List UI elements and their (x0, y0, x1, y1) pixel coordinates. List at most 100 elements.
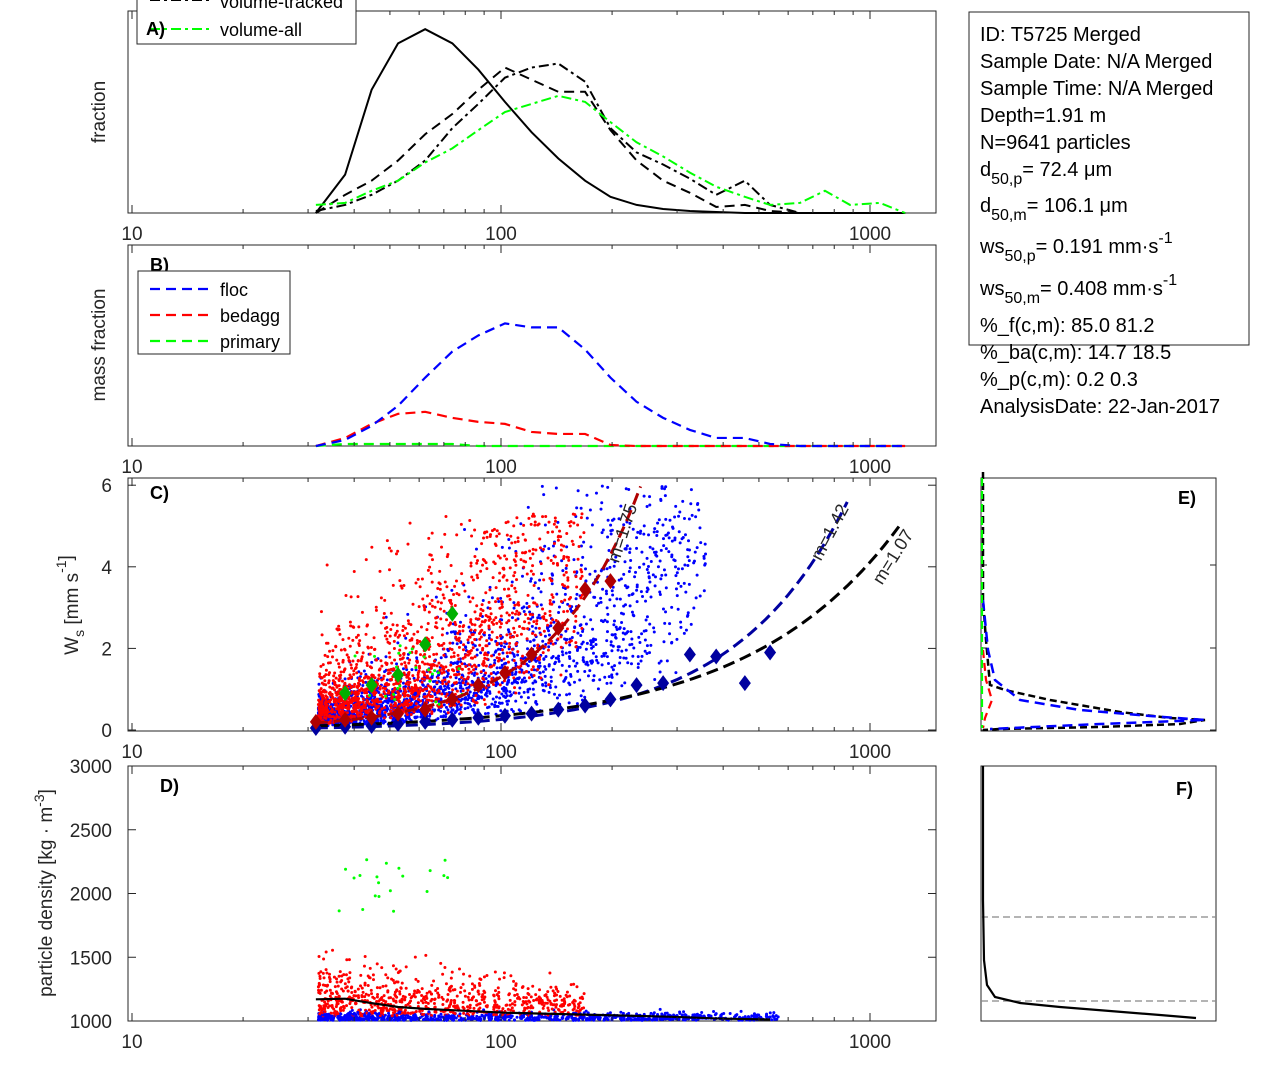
bedagg-point (364, 704, 367, 707)
floc-point (606, 620, 609, 623)
floc-point (650, 560, 653, 563)
floc-point (499, 709, 502, 712)
floc-point (541, 683, 544, 686)
floc-point (565, 545, 568, 548)
floc-point (544, 655, 547, 658)
floc-point (611, 589, 614, 592)
bedagg-point (327, 673, 330, 676)
bedagg-point (476, 559, 479, 562)
bedagg-point (337, 662, 340, 665)
bedagg-point (334, 985, 337, 988)
bedagg-point (449, 621, 452, 624)
bedagg-point (574, 615, 577, 618)
floc-point (558, 606, 561, 609)
bedagg-point (429, 999, 432, 1002)
floc-point (384, 720, 387, 723)
bedagg-point (317, 991, 320, 994)
floc-point (477, 664, 480, 667)
bedagg-point (390, 549, 393, 552)
floc-point (564, 676, 567, 679)
floc-point (641, 595, 644, 598)
floc-point (345, 1018, 348, 1021)
floc-point (464, 614, 467, 617)
bedagg-point (481, 677, 484, 680)
floc-point (511, 616, 514, 619)
bedagg-point (578, 545, 581, 548)
floc-point (608, 598, 611, 601)
bedagg-point (474, 655, 477, 658)
bedagg-point (324, 703, 327, 706)
bedagg-point (355, 671, 358, 674)
bedagg-point (508, 642, 511, 645)
bedagg-point (410, 638, 413, 641)
floc-point (499, 597, 502, 600)
bedagg-point (467, 682, 470, 685)
floc-point (592, 652, 595, 655)
floc-point (498, 1015, 501, 1018)
bedagg-point (415, 651, 418, 654)
bedagg-point (469, 621, 472, 624)
bedagg-point (498, 691, 501, 694)
bedagg-point (525, 670, 528, 673)
bedagg-point (572, 1008, 575, 1011)
bedagg-point (531, 564, 534, 567)
floc-point (589, 545, 592, 548)
floc-point (648, 651, 651, 654)
floc-point (699, 595, 702, 598)
bedagg-point (531, 515, 534, 518)
bedagg-point (549, 599, 552, 602)
bedagg-point (512, 980, 515, 983)
floc-point (370, 661, 373, 664)
bedagg-point (350, 985, 353, 988)
bedagg-point (553, 999, 556, 1002)
bedagg-point (402, 584, 405, 587)
floc-point (547, 547, 550, 550)
bedagg-point (333, 700, 336, 703)
bedagg-point (386, 976, 389, 979)
floc-point (439, 1019, 442, 1022)
bedagg-point (458, 967, 461, 970)
bedagg-point (317, 699, 320, 702)
floc-point (544, 668, 547, 671)
floc-point (658, 590, 661, 593)
floc-point (659, 559, 662, 562)
bedagg-point (472, 668, 475, 671)
bedagg-point (403, 691, 406, 694)
bedagg-point (543, 630, 546, 633)
floc-point (646, 615, 649, 618)
bedagg-point (453, 655, 456, 658)
primary-point (457, 667, 460, 670)
bedagg-point (443, 610, 446, 613)
x-tick-label: 10 (121, 457, 142, 478)
floc-point (494, 701, 497, 704)
floc-point (514, 700, 517, 703)
bedagg-point (440, 546, 443, 549)
bedagg-point (337, 985, 340, 988)
y-axis-label: fraction (89, 81, 110, 143)
floc-point (568, 651, 571, 654)
bedagg-point (375, 606, 378, 609)
bedagg-point (511, 612, 514, 615)
bedagg-point (472, 578, 475, 581)
bedagg-point (524, 538, 527, 541)
floc-point (597, 661, 600, 664)
floc-point (440, 656, 443, 659)
bedagg-point (421, 577, 424, 580)
floc-point (646, 505, 649, 508)
bedagg-point (489, 665, 492, 668)
bedagg-point (408, 993, 411, 996)
bedagg-point (496, 597, 499, 600)
floc-point (464, 701, 467, 704)
bedagg-point (357, 996, 360, 999)
bedagg-point (446, 993, 449, 996)
bedagg-point (490, 677, 493, 680)
floc-point (484, 693, 487, 696)
floc-point (636, 531, 639, 534)
bedagg-point (405, 700, 408, 703)
floc-point (697, 509, 700, 512)
bedagg-point (356, 712, 359, 715)
floc-point (521, 575, 524, 578)
bedagg-point (494, 970, 497, 973)
bedagg-point (318, 955, 321, 958)
floc-point (586, 661, 589, 664)
